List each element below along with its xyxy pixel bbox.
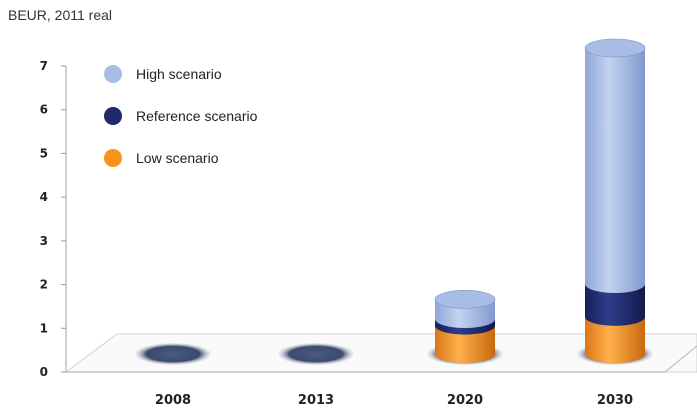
legend-marker-low (104, 149, 122, 167)
y-tick-label: 7 (40, 59, 48, 73)
bar-top-cap (584, 38, 646, 58)
y-tick-label: 1 (40, 321, 48, 335)
bar-segment-low-scenario (585, 316, 645, 363)
legend: High scenario Reference scenario Low sce… (104, 65, 258, 167)
bar-body (585, 316, 645, 363)
x-tick-label: 2020 (447, 393, 483, 408)
legend-label-reference: Reference scenario (136, 108, 258, 124)
x-tick-label: 2013 (298, 393, 334, 408)
x-tick-label: 2030 (597, 393, 633, 408)
y-tick-label: 5 (40, 146, 48, 160)
bar-segment-high-scenario (584, 38, 646, 294)
bar-segment-high-scenario (434, 290, 496, 329)
y-axis-unit-label: BEUR, 2011 real (8, 7, 113, 23)
legend-marker-high (104, 65, 122, 83)
legend-label-high: High scenario (136, 66, 222, 82)
bar-segment-low-scenario (435, 325, 495, 363)
bar-base-disc (278, 343, 354, 365)
y-tick-label: 0 (40, 365, 48, 379)
bar-body (435, 325, 495, 363)
legend-label-low: Low scenario (136, 150, 219, 166)
x-ticks: 2008 2013 2020 2030 (155, 393, 633, 408)
bar-body (585, 48, 645, 294)
bar-body (585, 284, 645, 326)
bar-segment-reference-scenario (585, 284, 645, 326)
y-ticks: 0 1 2 3 4 5 6 7 (40, 59, 66, 379)
legend-marker-reference (104, 107, 122, 125)
y-tick-label: 4 (40, 190, 48, 204)
bars (434, 38, 646, 363)
y-tick-label: 2 (40, 278, 48, 292)
bar-top-cap (434, 290, 496, 309)
y-tick-label: 6 (40, 103, 48, 117)
x-axis-right-edge (664, 345, 697, 373)
bar-base-disc (135, 343, 211, 365)
y-tick-label: 3 (40, 234, 48, 248)
x-tick-label: 2008 (155, 393, 191, 408)
